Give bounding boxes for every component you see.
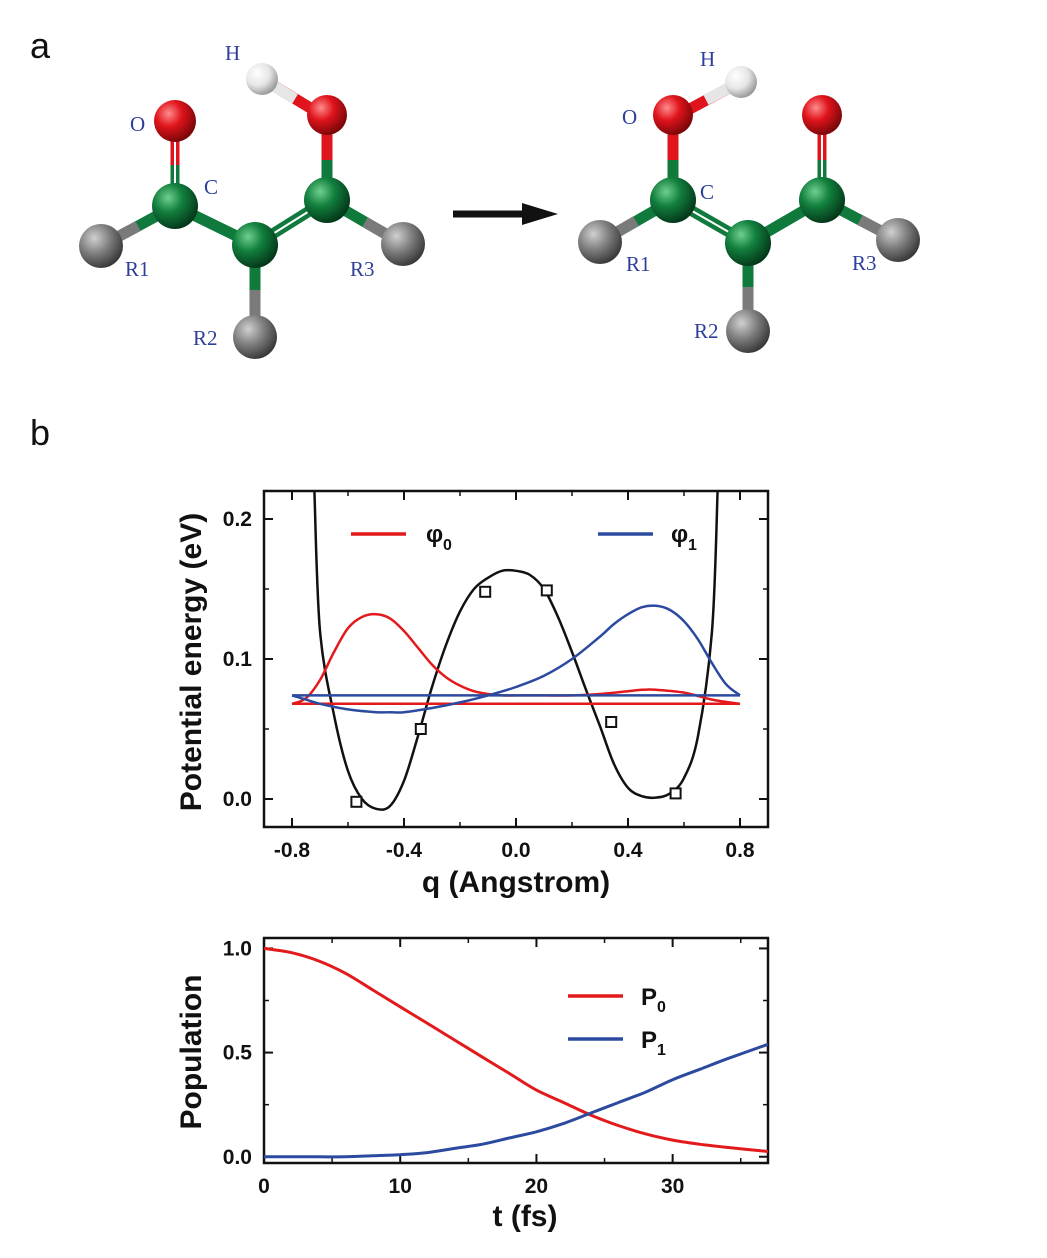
series-line-P0	[263, 946, 769, 1153]
x-tick-label: 30	[661, 1175, 684, 1198]
legend-sub-phi1: 1	[688, 537, 697, 554]
substituent-r2	[726, 309, 770, 353]
x-tick-label: 0.4	[613, 839, 643, 862]
label-r1: R1	[125, 257, 150, 281]
y-tick-label: 0.1	[223, 648, 253, 671]
legend-sub-p1: 1	[657, 1042, 666, 1059]
arrow-head	[522, 203, 558, 225]
x-tick-label: 0	[258, 1175, 270, 1198]
series-line-P1	[263, 1042, 769, 1159]
label-h: H	[225, 41, 240, 65]
substituent-r1	[578, 220, 622, 264]
label-r1: R1	[626, 252, 651, 276]
chart-population: 0 10 20 300.00.51.0 P 0 P 1 t (fs) Populati…	[175, 936, 770, 1233]
substituent-r3	[381, 222, 425, 266]
oxygen-atom-left	[653, 95, 693, 135]
series-line-φ1	[291, 604, 741, 714]
substituent-r3	[876, 218, 920, 262]
label-o: O	[130, 112, 145, 136]
label-r2: R2	[694, 319, 719, 343]
carbon-atom-2	[232, 222, 278, 268]
carbon-atom-1	[650, 177, 696, 223]
x-tick-label: -0.4	[386, 839, 423, 862]
chart-potential-energy: -0.8 -0.4 0.0 0.4 0.8 0.0 0.1 0.2 φ 0 φ 1 q (An…	[175, 489, 770, 899]
y-tick-label: 0.5	[223, 1042, 253, 1065]
series-line-potential	[313, 491, 719, 811]
oxygen-atom-right	[802, 95, 842, 135]
legend-sub-p0: 0	[657, 999, 666, 1016]
axis-ticks: -0.8 -0.4 0.0 0.4 0.8 0.0 0.1 0.2	[223, 491, 768, 862]
label-o: O	[622, 105, 637, 129]
x-tick-label: 10	[389, 1175, 412, 1198]
x-tick-label: 0.0	[501, 839, 530, 862]
carbon-atom-1	[152, 183, 198, 229]
panel-label-b: b	[30, 412, 50, 453]
legend-label-p0: P	[641, 984, 657, 1011]
legend-label-phi0: φ	[426, 521, 443, 548]
x-tick-label: 0.8	[725, 839, 755, 862]
bonds	[597, 77, 901, 330]
y-axis-label: Population	[175, 975, 208, 1130]
y-tick-label: 0.0	[223, 788, 252, 811]
data-point-marker	[414, 723, 427, 735]
data-point-marker	[540, 584, 553, 597]
x-axis-label: q (Angstrom)	[422, 866, 610, 899]
y-axis-label: Potential energy (eV)	[175, 513, 208, 811]
x-tick-label: 20	[525, 1175, 548, 1198]
molecule-right: O H C R1 R2 R3	[578, 47, 920, 353]
y-tick-label: 0.2	[223, 508, 252, 531]
carbon-atom-3	[799, 177, 845, 223]
label-r3: R3	[350, 257, 375, 281]
bonds	[98, 75, 406, 335]
x-axis-label: t (fs)	[493, 1200, 558, 1233]
legend: P 0 P 1	[568, 984, 666, 1059]
panel-label-a: a	[30, 25, 51, 66]
molecule-left: O H C R1 R2 R3	[79, 41, 425, 359]
label-r3: R3	[852, 251, 877, 275]
oxygen-atom-left	[154, 100, 196, 142]
label-c: C	[700, 180, 714, 204]
data-point-marker	[605, 716, 618, 728]
label-r2: R2	[193, 326, 218, 350]
hydrogen-atom	[246, 63, 278, 95]
reaction-arrow	[453, 203, 558, 225]
carbon-atom-3	[304, 177, 350, 223]
plot-frame	[262, 936, 770, 1165]
substituent-r1	[79, 224, 123, 268]
y-tick-label: 1.0	[223, 937, 252, 960]
y-tick-label: 0.0	[223, 1146, 252, 1169]
hydrogen-atom	[725, 66, 757, 98]
legend-label-phi1: φ	[671, 521, 688, 548]
substituent-r2	[233, 315, 277, 359]
carbon-atom-2	[725, 220, 771, 266]
plot-markers	[350, 584, 682, 808]
series-line-φ0	[291, 612, 741, 706]
data-point-marker	[479, 585, 492, 598]
oxygen-atom-right	[307, 95, 347, 135]
legend-label-p1: P	[641, 1027, 657, 1054]
label-h: H	[700, 47, 715, 71]
plot-curves	[263, 946, 769, 1159]
data-point-marker	[669, 787, 682, 800]
legend-sub-phi0: 0	[443, 537, 452, 554]
axis-ticks: 0 10 20 300.00.51.0	[223, 937, 768, 1198]
x-tick-label: -0.8	[274, 839, 311, 862]
data-point-marker	[350, 795, 363, 808]
legend: φ 0 φ 1	[351, 521, 697, 554]
plot-curves	[291, 491, 741, 811]
label-c: C	[204, 175, 218, 199]
